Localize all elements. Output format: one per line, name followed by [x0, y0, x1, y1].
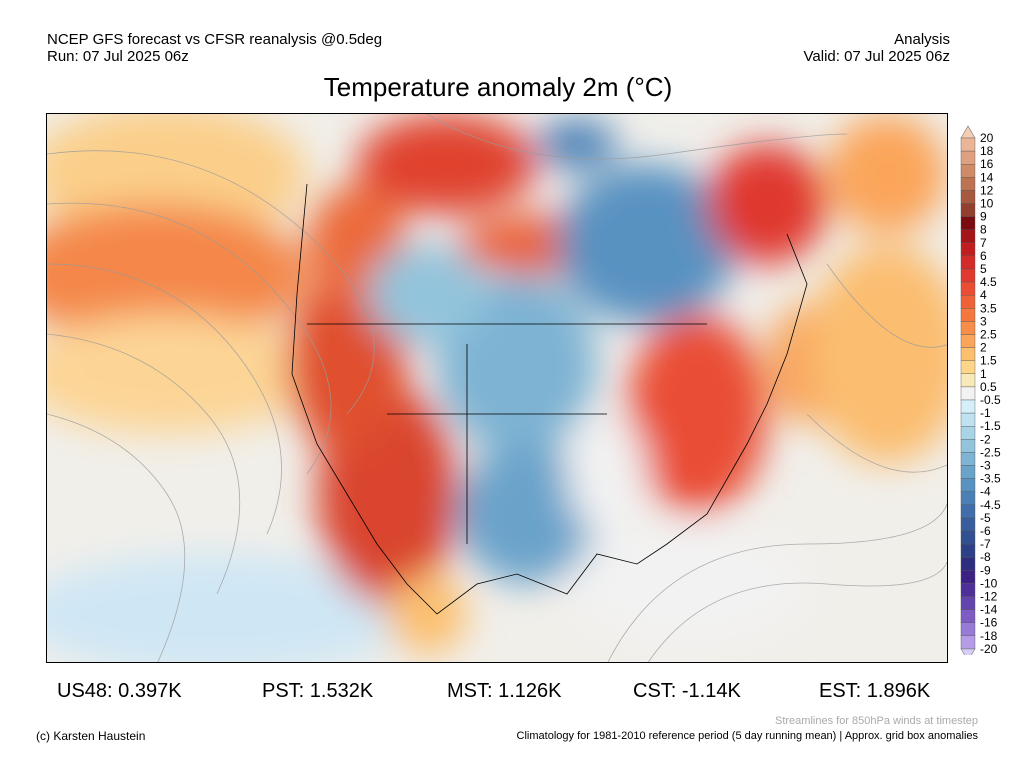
colorbar-bin: [960, 268, 976, 283]
streamlines-note: Streamlines for 850hPa winds at timestep: [775, 715, 978, 727]
colorbar-tick-label: 0.5: [980, 380, 997, 394]
colorbar-bin: [960, 622, 976, 637]
colorbar-tick-label: -5: [980, 511, 991, 525]
colorbar-tick-label: 3: [980, 314, 987, 328]
anomaly-field: [47, 114, 947, 662]
colorbar-bin: [960, 229, 976, 243]
colorbar-tick-label: -3: [980, 459, 991, 473]
colorbar-tick-label: 2.5: [980, 328, 997, 342]
run-time: Run: 07 Jul 2025 06z: [47, 48, 189, 65]
colorbar-bin: [960, 255, 976, 270]
colorbar-bin: [960, 216, 976, 230]
colorbar-extend-top: [960, 125, 976, 139]
colorbar-bin: [960, 177, 976, 191]
stat-mst: MST: 1.126K: [447, 680, 562, 702]
colorbar-bin: [960, 308, 976, 322]
colorbar-tick-label: 5: [980, 262, 987, 276]
colorbar-bin: [960, 294, 976, 309]
colorbar-bin: [960, 491, 976, 506]
forecast-type: Analysis: [894, 31, 950, 48]
colorbar-bin: [960, 137, 976, 152]
colorbar-tick-label: -1.5: [980, 419, 1001, 433]
stat-cst: CST: -1.14K: [633, 680, 741, 702]
colorbar-bin: [960, 504, 976, 519]
stat-us48: US48: 0.397K: [57, 680, 182, 702]
colorbar-bin: [960, 242, 976, 257]
colorbar-tick-label: 10: [980, 197, 994, 211]
colorbar-bin: [960, 412, 976, 427]
colorbar-bin: [960, 321, 976, 335]
colorbar-bin: [960, 190, 976, 204]
colorbar-legend: 201816141210987654.543.532.521.510.5-0.5…: [960, 125, 1001, 655]
temperature-anomaly-map: [46, 113, 948, 663]
colorbar-tick-label: 4.5: [980, 275, 997, 289]
colorbar-tick-label: -8: [980, 550, 991, 564]
colorbar-tick-label: -9: [980, 563, 991, 577]
colorbar-tick-label: -12: [980, 590, 998, 604]
colorbar-tick-label: 8: [980, 223, 987, 237]
colorbar-bin: [960, 347, 976, 361]
colorbar-extend-bottom: [960, 648, 976, 655]
colorbar-bin: [960, 609, 976, 623]
colorbar-bin: [960, 452, 976, 466]
colorbar-bin: [960, 426, 976, 440]
colorbar-tick-label: 18: [980, 144, 994, 158]
colorbar-bin: [960, 164, 976, 178]
colorbar-bin: [960, 530, 976, 545]
colorbar-tick-label: -2: [980, 432, 991, 446]
stat-est: EST: 1.896K: [819, 680, 931, 702]
colorbar-tick-label: -2.5: [980, 445, 1001, 459]
colorbar-bin: [960, 281, 976, 296]
colorbar-bin: [960, 557, 976, 571]
colorbar-tick-label: 16: [980, 157, 994, 171]
copyright-credit: (c) Karsten Haustein: [36, 729, 146, 743]
colorbar-tick-label: -1: [980, 406, 991, 420]
colorbar-bin: [960, 360, 976, 374]
colorbar-bin: [960, 543, 976, 558]
colorbar-bin: [960, 596, 976, 610]
colorbar-bin: [960, 635, 976, 650]
colorbar-bin: [960, 203, 976, 217]
colorbar-tick-label: -6: [980, 524, 991, 538]
colorbar-bin: [960, 150, 976, 165]
colorbar-tick-label: 12: [980, 183, 994, 197]
colorbar-bin: [960, 583, 976, 597]
climatology-note: Climatology for 1981-2010 reference peri…: [516, 730, 978, 742]
colorbar-bin: [960, 399, 976, 414]
map-title: Temperature anomaly 2m (°C): [323, 72, 673, 102]
colorbar-bin: [960, 439, 976, 453]
colorbar-bin: [960, 570, 976, 584]
colorbar-bin: [960, 334, 976, 348]
stat-pst: PST: 1.532K: [262, 680, 374, 702]
colorbar-tick-label: 7: [980, 236, 987, 250]
colorbar-bin: [960, 373, 976, 388]
colorbar-bin: [960, 386, 976, 401]
colorbar-tick-label: 1.5: [980, 354, 997, 368]
colorbar-bin: [960, 465, 976, 479]
colorbar-tick-label: -4.5: [980, 498, 1001, 512]
colorbar-tick-label: -4: [980, 485, 991, 499]
colorbar-tick-label: 20: [980, 131, 994, 145]
colorbar-tick-label: -20: [980, 642, 998, 655]
colorbar-tick-label: 4: [980, 288, 987, 302]
colorbar-tick-label: 3.5: [980, 301, 997, 315]
colorbar-tick-label: -16: [980, 616, 998, 630]
colorbar-tick-label: 9: [980, 210, 987, 224]
colorbar-tick-label: -10: [980, 576, 998, 590]
colorbar-bin: [960, 517, 976, 532]
colorbar-tick-label: -3.5: [980, 472, 1001, 486]
colorbar-tick-label: 6: [980, 249, 987, 263]
colorbar-tick-label: -7: [980, 537, 991, 551]
colorbar-bin: [960, 478, 976, 492]
colorbar-tick-label: -18: [980, 629, 998, 643]
colorbar-tick-label: -14: [980, 603, 998, 617]
colorbar-tick-label: 14: [980, 170, 994, 184]
colorbar-tick-label: 1: [980, 367, 987, 381]
valid-time: Valid: 07 Jul 2025 06z: [803, 48, 951, 65]
model-description: NCEP GFS forecast vs CFSR reanalysis @0.…: [47, 31, 383, 48]
colorbar-tick-label: 2: [980, 341, 987, 355]
colorbar-tick-label: -0.5: [980, 393, 1001, 407]
